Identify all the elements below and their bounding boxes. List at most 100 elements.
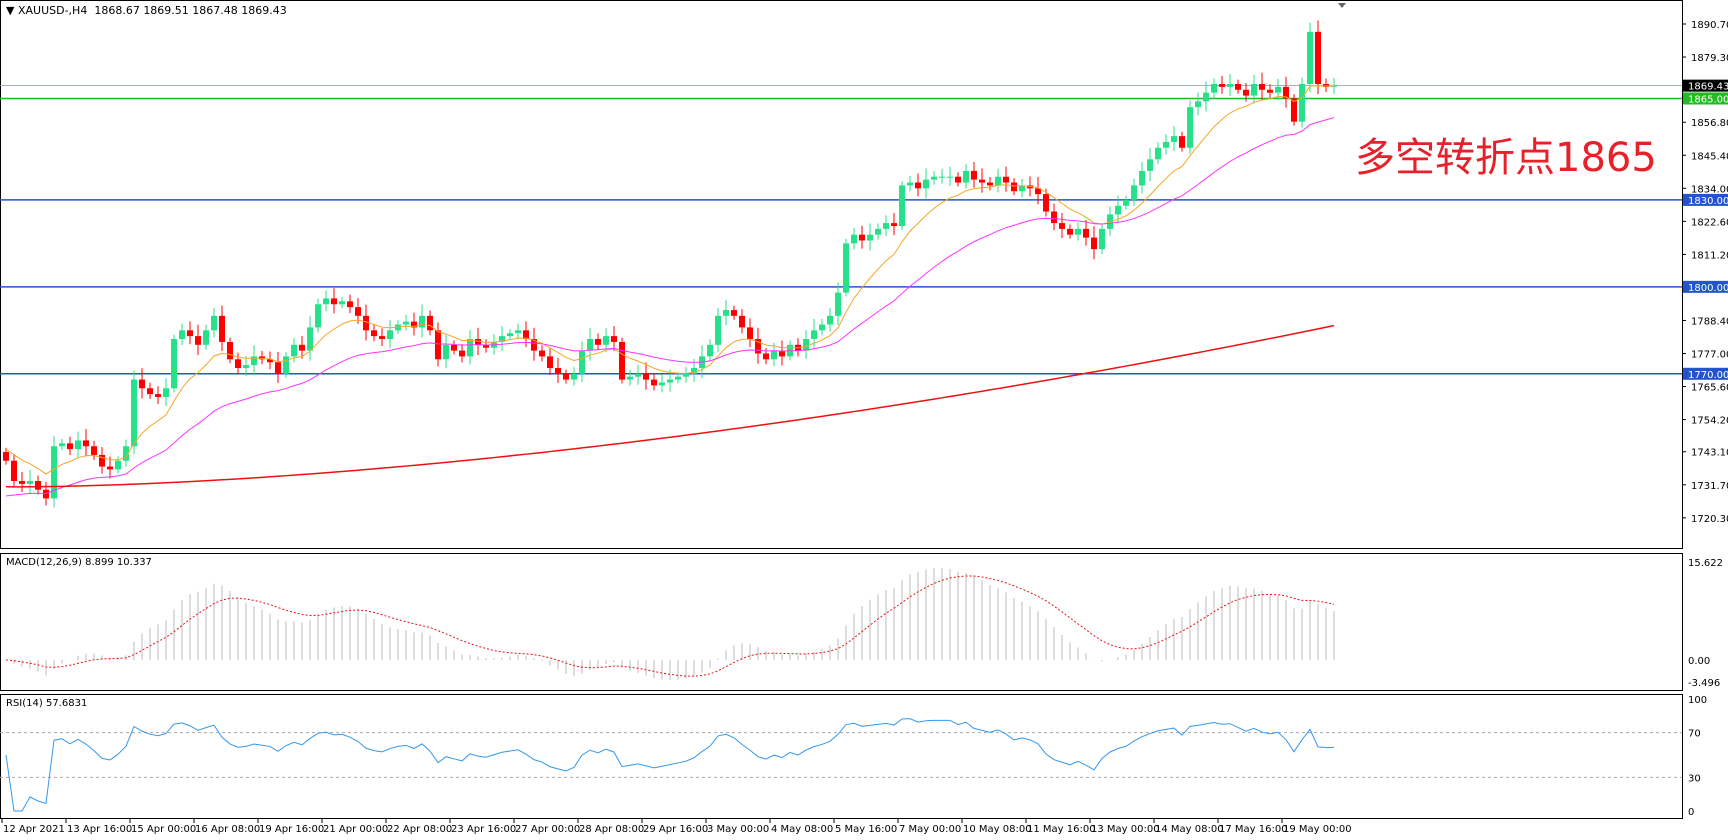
current-price-label: 1869.43 (1688, 82, 1728, 93)
candle-body (323, 298, 329, 305)
candle-body (83, 440, 89, 447)
candle-body (1307, 31, 1313, 84)
candle-body (1067, 228, 1073, 235)
candle-body (179, 330, 185, 340)
candle-body (955, 176, 961, 183)
candle-body (243, 365, 249, 368)
candle-body (187, 330, 193, 337)
main-pane (0, 0, 1683, 549)
candle-body (691, 367, 697, 374)
candle-body (211, 315, 217, 331)
candle-body (1267, 89, 1273, 93)
candle-body (675, 376, 681, 380)
candle-body (587, 339, 593, 351)
candle-body (1075, 228, 1081, 235)
candle-body (931, 176, 937, 180)
macd-pane (0, 553, 1683, 691)
candle-body (419, 315, 425, 328)
candle-body (1083, 228, 1089, 238)
time-label: 12 Apr 2021 (3, 824, 65, 835)
candle-body (1059, 223, 1065, 229)
level-label: 1865.00 (1688, 94, 1728, 105)
candle-body (1011, 182, 1017, 192)
candle-body (659, 382, 665, 386)
rsi-tick-label: 0 (1688, 807, 1694, 818)
candle-body (515, 330, 521, 334)
candle-body (467, 339, 473, 357)
candle-body (1131, 185, 1137, 200)
level-label: 1770.00 (1688, 370, 1728, 381)
time-label: 5 May 16:00 (835, 824, 897, 835)
candle-body (579, 350, 585, 374)
candle-body (899, 185, 905, 226)
price-tick-label: 1765.60 (1691, 383, 1728, 394)
candle-body (603, 336, 609, 345)
rsi-tick-label: 100 (1688, 695, 1707, 706)
chart-title: ▼ XAUUSD-,H4 1868.67 1869.51 1867.48 186… (6, 4, 287, 17)
candle-body (483, 344, 489, 348)
candle-body (891, 223, 897, 226)
candle-body (147, 388, 153, 395)
candle-body (235, 359, 241, 368)
candle-body (291, 344, 297, 357)
candle-body (411, 321, 417, 328)
ma-mid-line (5, 117, 1335, 497)
candle-body (35, 481, 41, 490)
candle-body (387, 330, 393, 340)
candle-body (1171, 136, 1177, 142)
candle-body (947, 176, 953, 178)
candle-body (307, 327, 313, 351)
candle-body (347, 301, 353, 308)
macd-tick-label: 0.00 (1688, 656, 1710, 667)
candle-body (635, 373, 641, 377)
time-label: 4 May 08:00 (771, 824, 833, 835)
time-label: 13 May 00:00 (1091, 824, 1160, 835)
candle-body (763, 353, 769, 360)
candle-body (739, 315, 745, 328)
candle-body (1219, 83, 1225, 87)
candle-body (779, 350, 785, 357)
time-label: 21 Apr 00:00 (323, 824, 388, 835)
price-tick-label: 1890.70 (1691, 20, 1728, 31)
price-tick-label: 1879.30 (1691, 53, 1728, 64)
time-label: 13 Apr 16:00 (67, 824, 132, 835)
price-tick-label: 1754.20 (1691, 416, 1728, 427)
candle-body (715, 315, 721, 345)
candle-body (67, 443, 73, 450)
candle-body (27, 481, 33, 484)
candle-body (859, 234, 865, 241)
rsi-label: RSI(14) 57.6831 (6, 698, 88, 709)
candle-body (499, 336, 505, 342)
candle-body (379, 336, 385, 340)
candle-body (371, 330, 377, 337)
candle-body (595, 339, 601, 345)
level-tag (1683, 280, 1728, 293)
candle-body (507, 333, 513, 337)
candle-body (987, 182, 993, 186)
time-label: 19 Apr 16:00 (259, 824, 324, 835)
rsi-tick-label: 30 (1688, 773, 1701, 784)
candle-body (1315, 31, 1321, 84)
candle-body (867, 234, 873, 241)
triangle-down-icon[interactable]: ▼ (6, 4, 15, 17)
candle-body (43, 489, 49, 499)
candle-body (1123, 199, 1129, 206)
candle-body (1227, 83, 1233, 87)
rsi-line (5, 718, 1335, 812)
candle-body (811, 330, 817, 340)
candle-body (627, 376, 633, 380)
annotation-text: 多空转折点1865 (1355, 135, 1657, 181)
candle-body (1107, 214, 1113, 229)
candle-body (555, 367, 561, 374)
candle-body (219, 315, 225, 342)
candle-body (123, 446, 129, 461)
candle-body (875, 228, 881, 235)
price-tick-label: 1822.60 (1691, 217, 1728, 228)
time-label: 19 May 00:00 (1283, 824, 1352, 835)
candle-body (139, 379, 145, 389)
candle-body (443, 344, 449, 360)
candle-body (907, 182, 913, 186)
candle-body (731, 310, 737, 316)
candle-body (971, 170, 977, 180)
